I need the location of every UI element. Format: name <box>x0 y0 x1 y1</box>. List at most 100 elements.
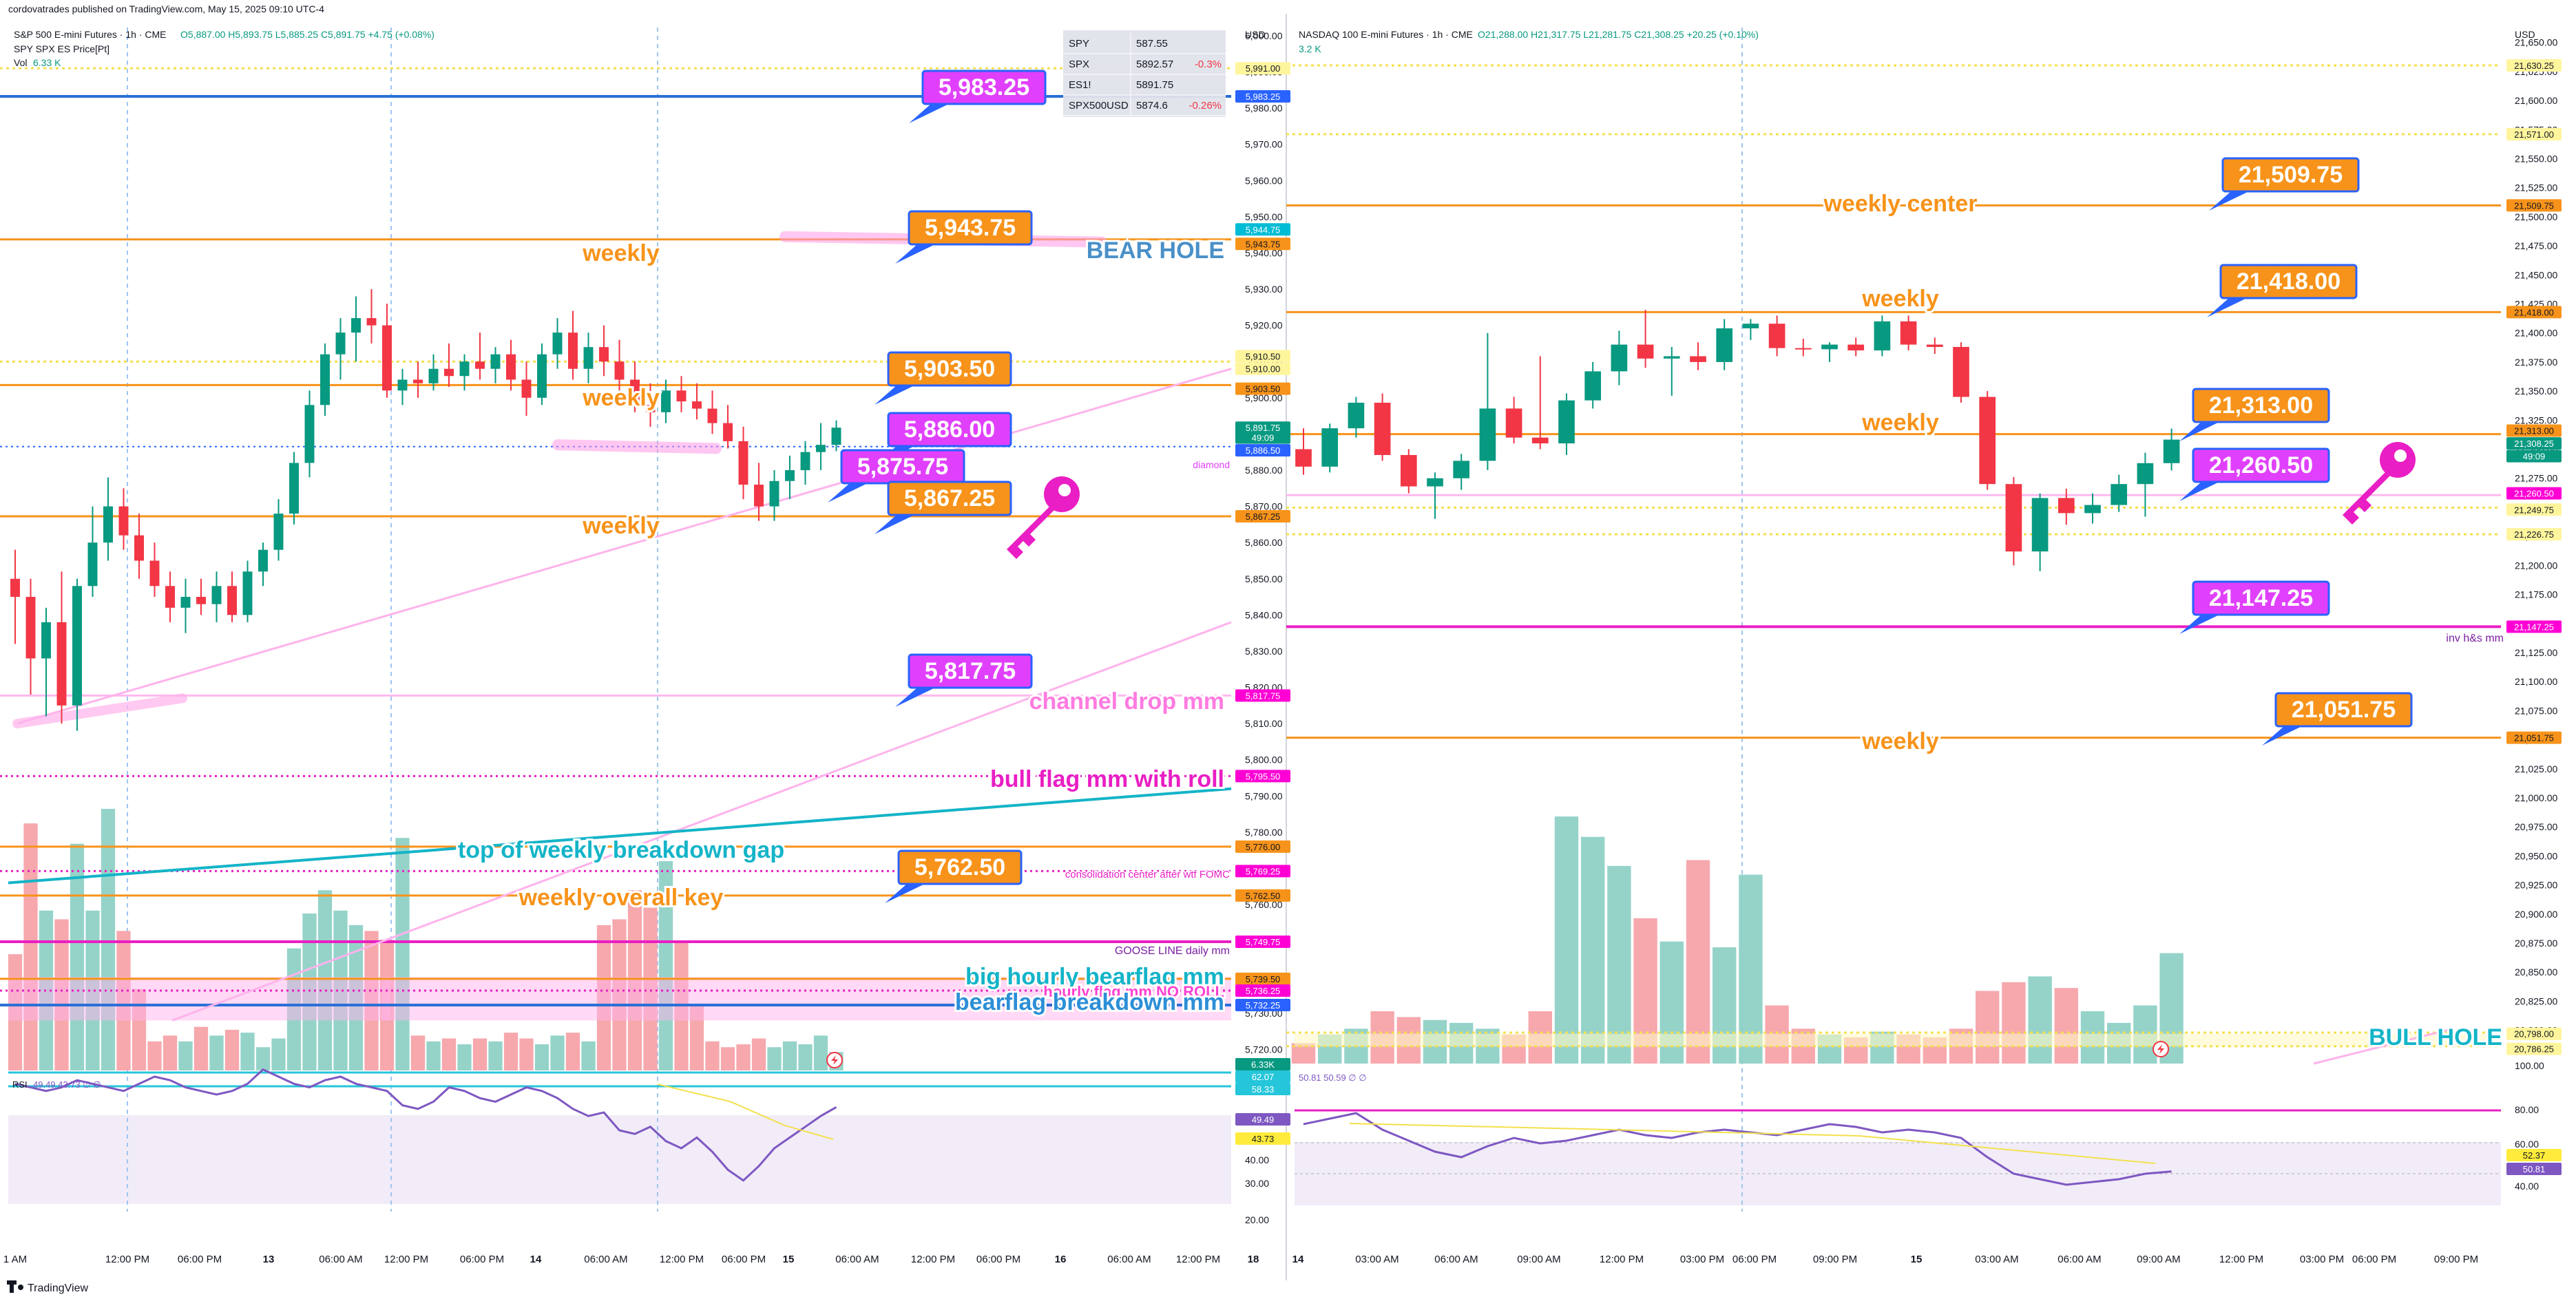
right-label-weekly-2: weekly <box>1861 410 1939 436</box>
rsi-band-left <box>8 1115 1231 1204</box>
right-candle <box>1531 437 1549 444</box>
left-callout-4-text: 5,875.75 <box>857 454 948 480</box>
left-label-breakdown-gap: top of weekly breakdown gap <box>458 837 784 863</box>
right-scale-badge-bg <box>2506 424 2562 437</box>
left-candle <box>630 379 640 405</box>
left-y-tick: 5,800.00 <box>1245 754 1283 765</box>
left-callout-2-box <box>887 351 1012 387</box>
left-lightning-icon-glyph <box>831 1055 838 1065</box>
right-scale-badge: 21,308.25 <box>2514 439 2554 449</box>
left-candle <box>769 480 779 507</box>
left-x-tick: 12:00 PM <box>1176 1254 1220 1265</box>
left-y-tick: 5,840.00 <box>1245 609 1283 620</box>
left-candle <box>304 405 315 463</box>
right-x-tick: 09:00 AM <box>1517 1254 1560 1265</box>
left-candle <box>41 622 51 659</box>
left-x-tick: 06:00 PM <box>976 1254 1020 1265</box>
left-scale-badge-bg <box>1235 889 1290 902</box>
left-y-tick: 5,850.00 <box>1245 573 1283 584</box>
watchlist-change: -0.3% <box>1195 59 1222 70</box>
left-candle <box>10 578 20 598</box>
left-x-tick: 14 <box>530 1254 542 1265</box>
left-candle <box>242 571 253 615</box>
right-callout-2-pointer <box>2179 422 2219 441</box>
left-x-tick: 12:00 PM <box>660 1254 704 1265</box>
left-candle <box>475 361 485 369</box>
left-candle <box>258 549 268 572</box>
left-candle <box>382 325 392 391</box>
right-scale-badge: 21,418.00 <box>2514 307 2554 317</box>
left-symbol-line: S&P 500 E-mini Futures · 1h · CME <box>14 29 166 40</box>
right-callout-5-text: 21,051.75 <box>2292 697 2396 723</box>
right-symbol-line: NASDAQ 100 E-mini Futures · 1h · CME <box>1299 29 1473 40</box>
right-label-bull-hole: BULL HOLE <box>2369 1024 2502 1050</box>
left-x-tick: 06:00 PM <box>460 1254 504 1265</box>
right-y-tick: 21,100.00 <box>2515 676 2557 687</box>
left-candle <box>196 597 206 604</box>
right-x-tick: 12:00 PM <box>1600 1254 1644 1265</box>
right-y-tick: 20,950.00 <box>2515 850 2557 861</box>
right-x-tick: 15 <box>1911 1254 1923 1265</box>
left-candle <box>366 318 377 326</box>
left-candle <box>72 586 82 706</box>
left-scale-badge-bg <box>1235 972 1290 985</box>
left-candle <box>289 463 299 514</box>
left-volume-bar <box>798 1044 813 1070</box>
right-candle <box>1584 371 1602 401</box>
watchlist-symbol: SPX <box>1069 59 1089 70</box>
left-x-tick: 06:00 AM <box>835 1254 879 1265</box>
right-callout-0-box <box>2221 157 2360 193</box>
left-candle <box>118 506 129 536</box>
left-callout-0-box <box>921 70 1047 105</box>
right-y-tick: 21,325.00 <box>2515 414 2557 425</box>
right-y-tick: 21,175.00 <box>2515 589 2557 600</box>
right-y-tick: 21,000.00 <box>2515 792 2557 803</box>
right-candle <box>1847 344 1865 351</box>
left-callout-5-text: 5,867.25 <box>904 485 995 511</box>
left-volume-bar <box>751 1038 766 1070</box>
left-scale-badge-bg <box>1235 382 1290 395</box>
right-candle <box>1348 402 1365 429</box>
left-scale-badge-bg <box>1235 90 1290 103</box>
left-candle <box>785 469 795 481</box>
right-y-tick: 20,875.00 <box>2515 938 2557 949</box>
right-y-tick: 21,275.00 <box>2515 473 2557 484</box>
left-x-tick: 06:00 PM <box>178 1254 222 1265</box>
left-callout-7-box <box>897 849 1023 885</box>
right-scale-badge: 21,260.50 <box>2514 489 2554 499</box>
left-candle <box>351 318 361 333</box>
right-candle <box>1374 402 1391 455</box>
left-candle <box>413 379 423 383</box>
right-label-weekly-1: weekly <box>1861 286 1939 312</box>
tradingview-brand: TradingView <box>28 1282 88 1294</box>
left-x-tick: 06:00 AM <box>584 1254 627 1265</box>
pink-zone-left-2 <box>382 977 1231 1021</box>
right-scale-badge-bg <box>2506 59 2562 72</box>
left-y-tick: 5,780.00 <box>1245 827 1283 838</box>
right-rsi-tick: 100.00 <box>2515 1060 2544 1071</box>
left-volume-bar <box>395 838 410 1070</box>
left-volume-bar <box>565 1033 580 1070</box>
left-rsi-tick: 30.00 <box>1245 1178 1269 1189</box>
right-callout-3-pointer <box>2179 482 2219 501</box>
right-scale-badge: 21,313.00 <box>2514 426 2554 436</box>
right-y-tick: 21,400.00 <box>2515 328 2557 339</box>
right-yellow-zone <box>1295 1033 2501 1047</box>
right-rsi-badge-bg <box>2506 1149 2562 1161</box>
left-label-weekly-3: weekly <box>582 513 660 539</box>
right-rsi-values: 50.81 50.59 ∅ ∅ <box>1299 1073 1367 1083</box>
left-scale-badge-bg <box>1235 421 1290 434</box>
right-label-inv-hs: inv h&s mm <box>2446 633 2504 644</box>
left-label-goose: GOOSE LINE daily mm <box>1115 945 1230 957</box>
right-scale-badge-bg <box>2506 437 2562 450</box>
left-x-tick: 1 AM <box>3 1254 27 1265</box>
left-scale-badge: 58.33 <box>1252 1084 1275 1095</box>
right-candle <box>1453 461 1470 478</box>
left-volume-bar <box>581 1041 596 1070</box>
right-y-tick: 20,925.00 <box>2515 880 2557 891</box>
right-callout-5: 21,051.75 <box>2262 692 2413 746</box>
left-volume-bar <box>240 1033 255 1070</box>
right-callout-0: 21,509.75 <box>2209 157 2360 211</box>
right-callout-1-text: 21,418.00 <box>2237 268 2341 295</box>
right-x-tick: 12:00 PM <box>2219 1254 2263 1265</box>
